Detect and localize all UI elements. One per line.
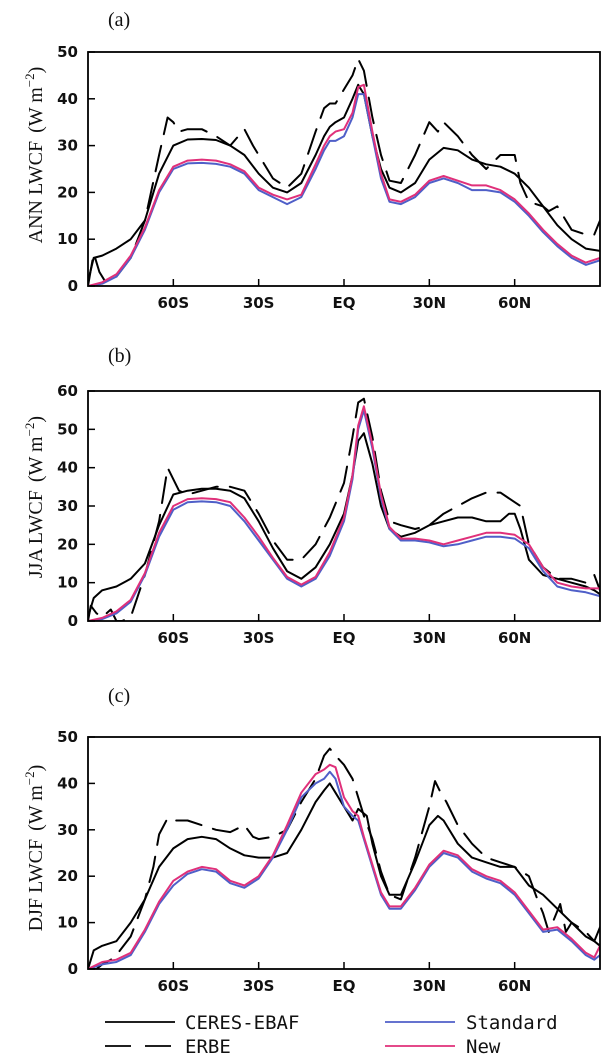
legend-label-ceres: CERES-EBAF <box>185 1012 299 1034</box>
panel-c-ytick-label: 50 <box>57 728 78 746</box>
panel-c-frame <box>87 736 601 970</box>
panel-b-xtick-label: 30N <box>413 629 446 647</box>
panel-c-xtick-label: EQ <box>333 977 356 995</box>
panel-c-plot: 0 10 20 30 40 50 60S 30S EQ 30N 60N <box>57 728 601 995</box>
panel-b-label: (b) <box>108 345 131 367</box>
panel-b-plot: 0 10 20 30 40 50 60 60S 30S EQ 30N 60N <box>57 382 601 647</box>
panel-c-line-ceres-ebaf <box>88 782 600 969</box>
panel-a-ytick-label: 10 <box>57 230 78 248</box>
panel-b-xtick-label: EQ <box>333 629 356 647</box>
panel-b-ylabel-text: JJA LWCF <box>25 490 47 578</box>
legend: CERES-EBAF ERBE Standard New <box>105 1012 558 1057</box>
legend-label-erbe: ERBE <box>185 1036 231 1057</box>
panel-c-series-group <box>88 747 600 969</box>
panel-a-ytick-label: 30 <box>57 137 78 155</box>
panel-b-ytick-label: 0 <box>68 612 78 630</box>
panel-b-xtick-label: 30S <box>243 629 275 647</box>
legend-label-new: New <box>466 1036 501 1057</box>
panel-c-label: (c) <box>108 685 130 707</box>
panel-c-ytick-label: 10 <box>57 914 78 932</box>
panel-a-line-new <box>88 83 600 286</box>
panel-a-xtick-label: EQ <box>333 294 356 312</box>
panel-b-xtick-label: 60N <box>498 629 531 647</box>
panel-a-ylabel: ANN LWCF (W m−2) <box>22 67 47 244</box>
panel-c-ytick-label: 20 <box>57 867 78 885</box>
panel-a-xtick-label: 30S <box>243 294 275 312</box>
panel-c-ylabel-text: DJF LWCF <box>25 839 47 931</box>
panel-a-ytick-label: 20 <box>57 183 78 201</box>
panel-c-ytick-label: 30 <box>57 821 78 839</box>
panel-c-line-new <box>88 763 600 969</box>
panel-a: (a) ANN LWCF (W m−2) 0 10 20 30 40 50 60S 30S EQ 3… <box>22 9 601 312</box>
panel-a-yunit-close: ) <box>25 67 47 74</box>
svg-text:JJA LWCF(W m−2): JJA LWCF (W m−2) <box>22 416 47 578</box>
panel-c-yunit: (W m <box>25 785 47 831</box>
panel-c-xtick-label: 60S <box>157 977 189 995</box>
panel-c-xtick-label: 60N <box>498 977 531 995</box>
svg-text:ANN LWCF(W m−2): ANN LWCF (W m−2) <box>22 67 47 244</box>
panel-a-xtick-label: 30N <box>413 294 446 312</box>
panel-a-label: (a) <box>108 9 130 31</box>
panel-c-xtick-label: 30N <box>413 977 446 995</box>
panel-c-ytick-label: 40 <box>57 774 78 792</box>
panel-a-yunit: (W m <box>25 87 47 133</box>
panel-b-line-new <box>88 405 600 621</box>
panel-c-xtick-label: 30S <box>243 977 275 995</box>
svg-text:DJF LWCF(W m−2): DJF LWCF (W m−2) <box>22 765 47 932</box>
panel-a-series-group <box>88 58 600 286</box>
panel-b-series-group <box>88 397 600 621</box>
legend-label-standard: Standard <box>466 1012 558 1034</box>
panel-b-ylabel: JJA LWCF (W m−2) <box>22 416 47 578</box>
panel-c-line-erbe <box>88 747 600 969</box>
panel-c-ylabel: DJF LWCF (W m−2) <box>22 765 47 932</box>
panel-c-yunit-exp: −2 <box>22 771 37 785</box>
panel-b-ytick-label: 20 <box>57 535 78 553</box>
panel-a-ylabel-text: ANN LWCF <box>25 141 47 243</box>
panel-b-yunit-exp: −2 <box>22 423 37 437</box>
panel-a-ytick-label: 0 <box>68 277 78 295</box>
panel-a-xtick-label: 60S <box>157 294 189 312</box>
panel-b-xtick-label: 60S <box>157 629 189 647</box>
panel-a-ytick-label: 50 <box>57 43 78 61</box>
panel-b-yunit: (W m <box>25 436 47 482</box>
panel-b-yunit-close: ) <box>25 416 47 423</box>
panel-c-line-standard <box>88 770 600 969</box>
panel-b: (b) JJA LWCF (W m−2) 0 10 20 30 40 50 60 60S 30S E… <box>22 345 601 647</box>
panel-b-ytick-label: 50 <box>57 420 78 438</box>
panel-a-frame <box>87 51 601 287</box>
panel-b-ytick-label: 30 <box>57 497 78 515</box>
panel-c: (c) DJF LWCF (W m−2) 0 10 20 30 40 50 60S 30S EQ 3… <box>22 685 601 995</box>
panel-a-plot: 0 10 20 30 40 50 60S 30S EQ 30N 60N <box>57 43 601 312</box>
panel-c-yunit-close: ) <box>25 765 47 772</box>
panel-b-line-ceres-ebaf <box>88 432 600 619</box>
panel-a-line-standard <box>88 93 600 286</box>
panel-a-line-ceres-ebaf <box>88 83 600 283</box>
panel-b-ytick-label: 40 <box>57 459 78 477</box>
panel-b-ytick-label: 60 <box>57 382 78 400</box>
panel-a-ytick-label: 40 <box>57 90 78 108</box>
panel-b-line-erbe <box>88 397 600 621</box>
panel-c-ytick-label: 0 <box>68 960 78 978</box>
panel-b-frame <box>87 390 601 622</box>
panel-b-ytick-label: 10 <box>57 574 78 592</box>
panel-a-xtick-label: 60N <box>498 294 531 312</box>
panel-a-yunit-exp: −2 <box>22 73 37 87</box>
panel-a-line-erbe <box>88 58 600 286</box>
